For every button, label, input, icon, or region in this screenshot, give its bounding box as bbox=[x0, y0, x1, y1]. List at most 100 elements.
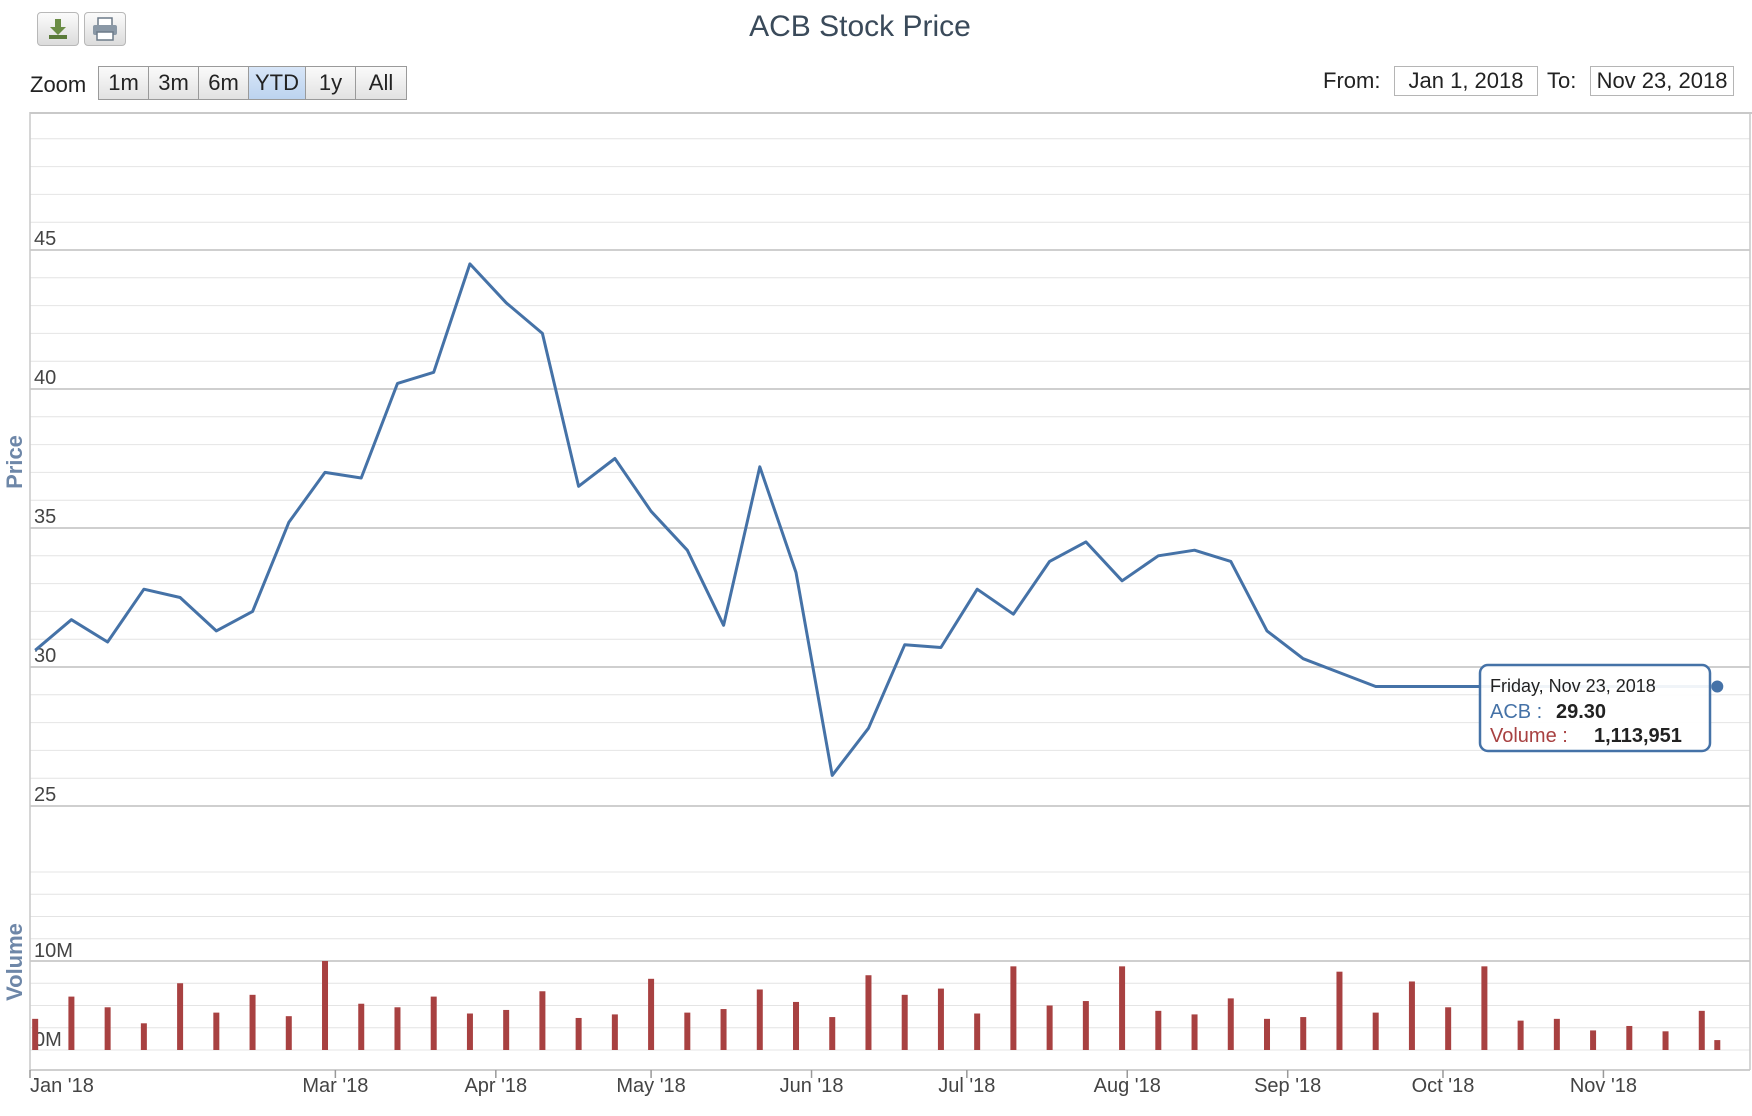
x-tick-label: Aug '18 bbox=[1094, 1075, 1161, 1097]
download-icon bbox=[49, 19, 67, 39]
x-tick-label: Nov '18 bbox=[1570, 1075, 1637, 1097]
x-tick-label: May '18 bbox=[616, 1075, 685, 1097]
from-date-input[interactable]: Jan 1, 2018 bbox=[1394, 66, 1538, 96]
volume-axis-title: Volume bbox=[2, 923, 27, 1001]
zoom-label: Zoom bbox=[30, 72, 87, 97]
x-tick-label: Jan '18 bbox=[30, 1075, 94, 1097]
volume-bar bbox=[1481, 966, 1488, 1050]
volume-bar bbox=[213, 1012, 220, 1050]
zoom-ytd-button[interactable]: YTD bbox=[249, 67, 306, 99]
volume-bar bbox=[1300, 1017, 1307, 1050]
volume-bar bbox=[720, 1009, 727, 1050]
volume-bar bbox=[756, 989, 763, 1050]
volume-bar bbox=[1264, 1018, 1271, 1050]
volume-tick-label: 0M bbox=[34, 1029, 62, 1051]
x-tick-label: Sep '18 bbox=[1254, 1075, 1321, 1097]
volume-bar bbox=[1698, 1010, 1705, 1050]
price-gridlines bbox=[30, 138, 1750, 807]
volume-bar bbox=[1714, 1040, 1721, 1050]
zoom-3m-button[interactable]: 3m bbox=[149, 67, 199, 99]
volume-bar bbox=[793, 1001, 800, 1050]
hover-point-marker[interactable] bbox=[1709, 678, 1726, 695]
volume-bar bbox=[1191, 1014, 1198, 1050]
zoom-6m-button[interactable]: 6m bbox=[199, 67, 249, 99]
zoom-button-group: 1m 3m 6m YTD 1y All bbox=[98, 66, 407, 100]
volume-bar bbox=[1553, 1018, 1560, 1050]
price-tick-label: 30 bbox=[34, 645, 56, 667]
volume-bar bbox=[1082, 1001, 1089, 1050]
volume-bar bbox=[140, 1023, 147, 1050]
volume-bar bbox=[1408, 981, 1415, 1050]
zoom-1m-button[interactable]: 1m bbox=[99, 67, 149, 99]
volume-bar bbox=[430, 996, 437, 1050]
download-button[interactable] bbox=[37, 12, 79, 46]
tooltip-series-label: ACB : bbox=[1490, 701, 1542, 723]
volume-bar bbox=[937, 988, 944, 1050]
to-label: To: bbox=[1547, 68, 1577, 93]
price-tick-label: 35 bbox=[34, 506, 56, 528]
x-tick-label: Oct '18 bbox=[1412, 1075, 1475, 1097]
volume-bar bbox=[32, 1018, 39, 1050]
volume-bar bbox=[1372, 1012, 1379, 1050]
price-tick-labels: 25 30 35 40 45 bbox=[34, 228, 56, 806]
volume-bar bbox=[1119, 966, 1126, 1050]
price-tick-label: 45 bbox=[34, 228, 56, 250]
volume-bar bbox=[1517, 1020, 1524, 1050]
volume-bar bbox=[104, 1007, 111, 1050]
tooltip-volume-value: 1,113,951 bbox=[1594, 725, 1682, 747]
volume-gridlines bbox=[30, 871, 1750, 1071]
volume-bar bbox=[1662, 1031, 1669, 1050]
volume-bar bbox=[648, 978, 655, 1050]
volume-bar bbox=[539, 991, 546, 1050]
volume-bar bbox=[285, 1016, 292, 1050]
volume-bar bbox=[249, 994, 256, 1050]
volume-bar bbox=[466, 1013, 473, 1050]
volume-bar bbox=[1155, 1010, 1162, 1050]
plot-top-border bbox=[30, 112, 1752, 114]
volume-bar bbox=[68, 996, 75, 1050]
tooltip-date: Friday, Nov 23, 2018 bbox=[1490, 676, 1656, 696]
volume-bar bbox=[1445, 1007, 1452, 1050]
volume-bar bbox=[829, 1017, 836, 1050]
x-tick-label: Jul '18 bbox=[938, 1075, 995, 1097]
volume-bar bbox=[575, 1017, 582, 1050]
volume-bar bbox=[1626, 1025, 1633, 1050]
print-button[interactable] bbox=[84, 12, 126, 46]
volume-bar bbox=[1010, 966, 1017, 1050]
tooltip: Friday, Nov 23, 2018 ACB : 29.30 Volume … bbox=[1478, 663, 1712, 753]
volume-bar bbox=[684, 1012, 691, 1050]
price-line bbox=[34, 262, 1718, 777]
volume-bar bbox=[1590, 1030, 1597, 1050]
price-tick-label: 40 bbox=[34, 367, 56, 389]
x-tick-label: Mar '18 bbox=[302, 1075, 368, 1097]
price-tick-label: 25 bbox=[34, 784, 56, 806]
to-date-input[interactable]: Nov 23, 2018 bbox=[1590, 66, 1734, 96]
volume-tick-label: 10M bbox=[34, 940, 73, 962]
chart-title: ACB Stock Price bbox=[749, 10, 971, 43]
volume-bar bbox=[1046, 1005, 1053, 1050]
tooltip-volume-label: Volume : bbox=[1490, 725, 1568, 747]
volume-tick-labels: 0M 10M bbox=[34, 940, 73, 1051]
volume-bar bbox=[901, 994, 908, 1050]
tooltip-series-value: 29.30 bbox=[1556, 701, 1606, 723]
print-icon bbox=[93, 17, 117, 41]
volume-bar bbox=[865, 975, 872, 1050]
tooltip-box bbox=[1478, 663, 1712, 753]
x-tick-label: Jun '18 bbox=[780, 1075, 844, 1097]
zoom-all-button[interactable]: All bbox=[356, 67, 406, 99]
volume-bar bbox=[503, 1009, 510, 1050]
volume-bar bbox=[611, 1014, 618, 1050]
volume-bar bbox=[1227, 998, 1234, 1050]
volume-bar bbox=[394, 1007, 401, 1050]
volume-bar bbox=[1336, 971, 1343, 1050]
zoom-1y-button[interactable]: 1y bbox=[306, 67, 356, 99]
x-tick-labels: Jan '18 Mar '18 Apr '18 May '18 Jun '18 Jul '… bbox=[29, 1070, 1637, 1097]
volume-bar bbox=[974, 1013, 981, 1050]
volume-bar bbox=[177, 983, 184, 1050]
price-axis-title: Price bbox=[2, 435, 27, 489]
x-tick-label: Apr '18 bbox=[464, 1075, 527, 1097]
volume-bar bbox=[358, 1003, 365, 1050]
from-label: From: bbox=[1323, 68, 1381, 93]
